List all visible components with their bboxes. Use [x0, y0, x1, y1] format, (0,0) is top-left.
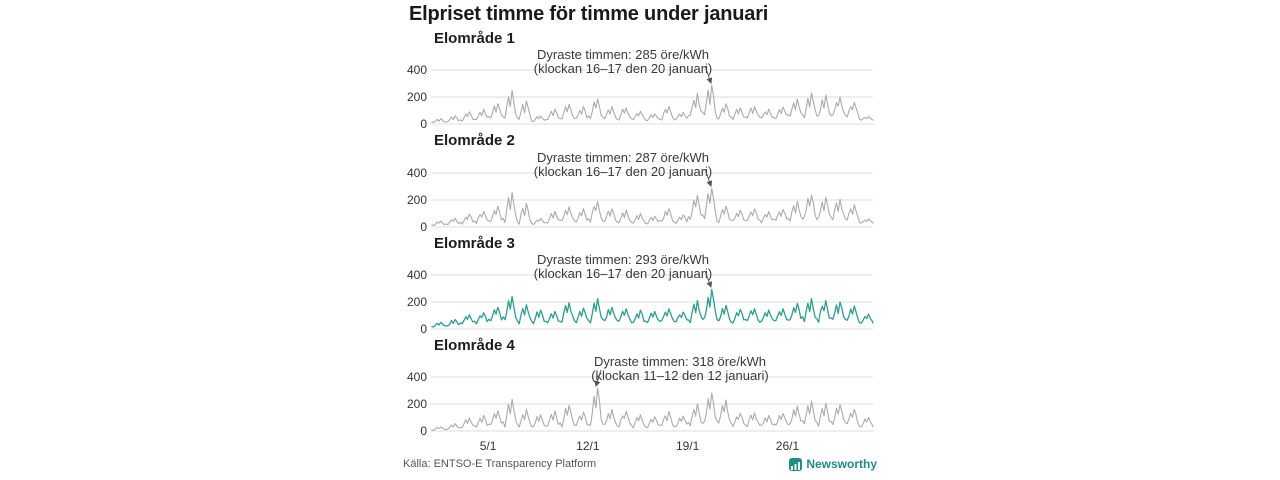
svg-text:(klockan 16–17 den 20 januari): (klockan 16–17 den 20 januari) [534, 164, 713, 179]
svg-text:(klockan 16–17 den 20 januari): (klockan 16–17 den 20 januari) [534, 266, 713, 281]
svg-text:400: 400 [407, 268, 427, 282]
section-heading-elomrade-2: Elområde 2 [434, 132, 515, 150]
newsworthy-brand-link[interactable]: Newsworthy [789, 457, 877, 471]
svg-text:400: 400 [407, 166, 427, 180]
section-elomrade-1: Elområde 1 0 200 400 Dyraste timmen: 285 ör… [401, 30, 879, 131]
line-chart-elomrade-2: 0 200 400 Dyraste timmen: 287 öre/kWh(klock… [407, 150, 874, 234]
chart-title: Elpriset timme för timme under januari [409, 3, 769, 25]
svg-text:12/1: 12/1 [576, 439, 600, 453]
svg-text:200: 200 [407, 90, 427, 104]
chart-footer: Källa: ENTSO-E Transparency Platform New… [401, 457, 879, 471]
svg-text:400: 400 [407, 370, 427, 384]
svg-text:400: 400 [407, 63, 427, 77]
line-chart-elomrade-3: 0 200 400 Dyraste timmen: 293 öre/kWh(klock… [407, 252, 874, 336]
svg-text:200: 200 [407, 193, 427, 207]
svg-text:(klockan 16–17 den 20 januari): (klockan 16–17 den 20 januari) [534, 61, 713, 76]
svg-text:0: 0 [420, 322, 427, 336]
section-elomrade-2: Elområde 2 0 200 400 Dyraste timmen: 287 ör… [401, 132, 879, 234]
svg-text:26/1: 26/1 [776, 439, 800, 453]
section-heading-elomrade-4: Elområde 4 [434, 336, 515, 354]
line-chart-elomrade-4: 0 200 400 Dyraste timmen: 318 öre/kWh(klock… [407, 354, 874, 453]
svg-text:200: 200 [407, 295, 427, 309]
section-elomrade-4: Elområde 4 0 200 400 Dyraste timmen: 318 ör… [401, 337, 879, 456]
svg-text:(klockan 11–12 den 12 januari): (klockan 11–12 den 12 januari) [591, 368, 769, 383]
line-chart-elomrade-1: 0 200 400 Dyraste timmen: 285 öre/kWh(klock… [407, 47, 874, 131]
svg-text:200: 200 [407, 397, 427, 411]
svg-text:Dyraste timmen: 285 öre/kWh: Dyraste timmen: 285 öre/kWh [537, 47, 709, 62]
svg-text:19/1: 19/1 [676, 439, 700, 453]
newsworthy-brand-label: Newsworthy [806, 457, 877, 471]
svg-text:Dyraste timmen: 293 öre/kWh: Dyraste timmen: 293 öre/kWh [537, 252, 709, 267]
svg-text:5/1: 5/1 [480, 439, 497, 453]
section-elomrade-3: Elområde 3 0 200 400 Dyraste timmen: 293 ör… [401, 235, 879, 336]
newsworthy-logo-icon [789, 457, 803, 471]
electricity-price-graphic: Elpriset timme för timme under januari E… [401, 0, 879, 471]
section-heading-elomrade-1: Elområde 1 [434, 30, 515, 47]
svg-text:Dyraste timmen: 318 öre/kWh: Dyraste timmen: 318 öre/kWh [594, 354, 766, 369]
svg-text:0: 0 [420, 117, 427, 131]
source-note: Källa: ENTSO-E Transparency Platform [403, 458, 597, 470]
svg-text:Dyraste timmen: 287 öre/kWh: Dyraste timmen: 287 öre/kWh [537, 150, 709, 165]
svg-text:0: 0 [420, 220, 427, 234]
section-heading-elomrade-3: Elområde 3 [434, 234, 515, 252]
svg-text:0: 0 [420, 424, 427, 438]
